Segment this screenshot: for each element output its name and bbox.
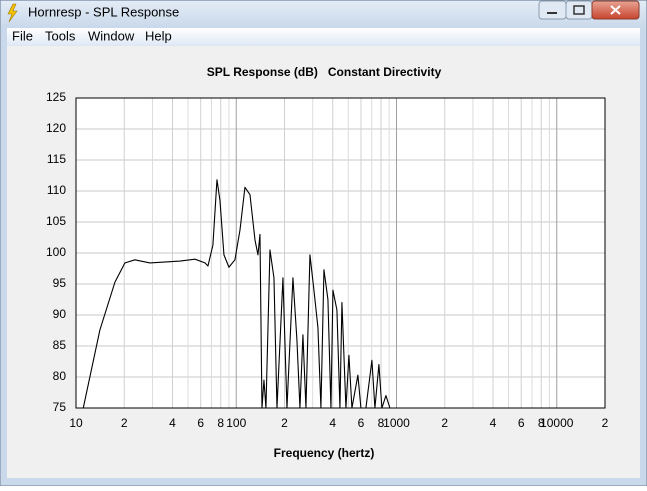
y-tick-label: 100 — [46, 245, 66, 259]
minimize-button[interactable] — [538, 0, 567, 20]
y-tick-label: 125 — [46, 90, 66, 104]
x-tick-label: 4 — [329, 416, 336, 430]
x-tick-label: 8 — [378, 416, 385, 430]
menu-item[interactable]: Help — [145, 28, 172, 43]
y-tick-label: 115 — [47, 152, 66, 166]
maximize-glyph — [573, 5, 585, 15]
x-tick-label: 100 — [226, 416, 246, 430]
chart-title: SPL Response (dB) Constant Directivity — [207, 65, 442, 79]
y-tick-label: 95 — [53, 276, 67, 290]
x-tick-label: 6 — [197, 416, 204, 430]
maximize-button[interactable] — [565, 0, 593, 20]
x-tick-label: 1000 — [383, 416, 410, 430]
x-tick-label: 2 — [281, 416, 288, 430]
x-tick-label: 8 — [217, 416, 224, 430]
x-tick-label: 2 — [121, 416, 128, 430]
plot-border — [75, 97, 606, 409]
menu: File Tools Window Help — [12, 28, 172, 43]
x-tick-label: 6 — [518, 416, 525, 430]
x-tick-label: 10 — [69, 416, 83, 430]
x-tick-label: 2 — [441, 416, 448, 430]
y-tick-label: 90 — [53, 307, 67, 321]
y-tick-label: 110 — [47, 183, 66, 197]
y-tick-label: 85 — [53, 338, 67, 352]
window-title: Hornresp - SPL Response — [28, 4, 179, 19]
x-tick-label: 4 — [169, 416, 176, 430]
menu-item[interactable]: File — [12, 28, 33, 43]
app-icon — [7, 3, 18, 23]
menu-item[interactable]: Tools — [45, 28, 76, 43]
x-axis-label: Frequency (hertz) — [274, 446, 375, 460]
x-tick-label: 2 — [602, 416, 609, 430]
menu-item[interactable]: Window — [88, 28, 135, 43]
x-tick-label: 10000 — [540, 416, 574, 430]
menu-bar — [7, 28, 640, 46]
x-tick-label: 8 — [538, 416, 545, 430]
y-tick-label: 75 — [53, 400, 67, 414]
spl-line — [82, 179, 391, 409]
close-glyph — [610, 5, 621, 15]
y-tick-label: 120 — [46, 121, 66, 135]
y-tick-label: 105 — [46, 214, 66, 228]
x-tick-label: 6 — [358, 416, 365, 430]
x-tick-label: 4 — [490, 416, 497, 430]
y-tick-label: 80 — [53, 369, 67, 383]
